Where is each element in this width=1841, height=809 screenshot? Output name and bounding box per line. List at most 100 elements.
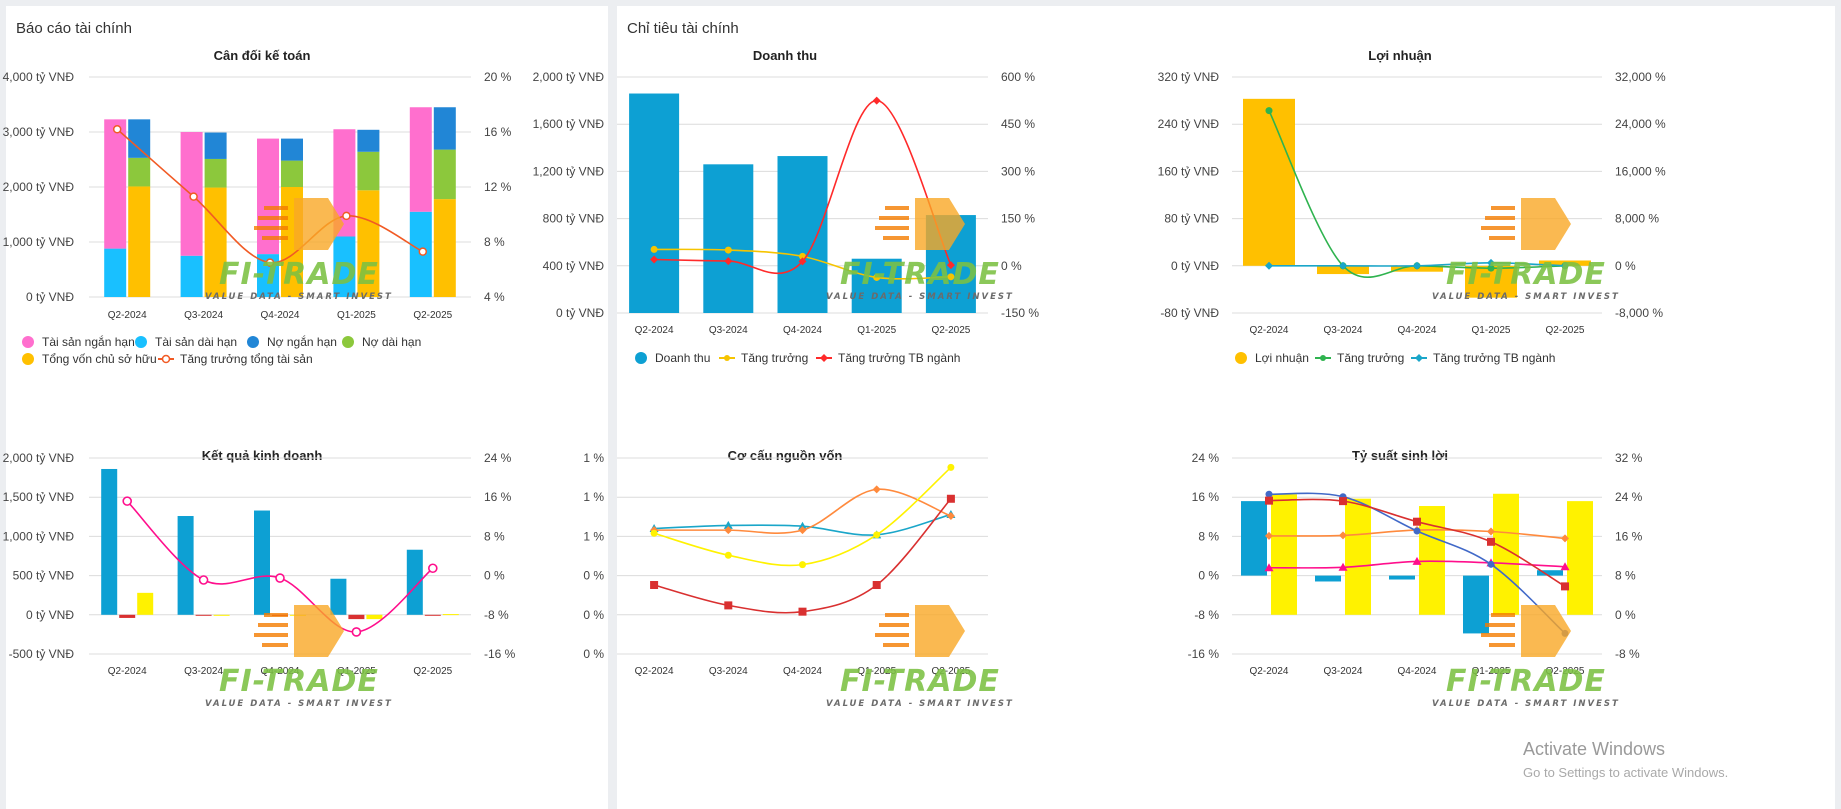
y2-axis-tick-label: 16 %: [1615, 529, 1643, 543]
activate-windows-title: Activate Windows: [1523, 739, 1666, 759]
bar: [272, 614, 288, 616]
chart-title: Cân đối kế toán: [214, 48, 311, 63]
legend-swatch: [342, 336, 354, 348]
bar: [119, 614, 136, 618]
x-axis-category-label: Q4-2024: [1398, 666, 1437, 677]
y2-axis-tick-label: -8 %: [1615, 647, 1640, 661]
y2-axis-tick-label: 0 %: [1615, 259, 1636, 273]
bar-segment: [281, 160, 303, 187]
bar-segment: [357, 151, 380, 191]
y2-axis-tick-label: 0 %: [1615, 608, 1636, 622]
y2-axis-tick-label: 600 %: [1001, 70, 1035, 84]
y-axis-tick-label: -500 tỷ VNĐ: [9, 647, 75, 661]
x-axis-category-label: Q2-2025: [1546, 325, 1585, 336]
line-point: [418, 247, 428, 256]
y-axis-tick-label: 0 %: [583, 647, 604, 661]
y-axis-tick-label: -8 %: [1194, 608, 1219, 622]
legend-label: Tăng trưởng: [741, 351, 808, 365]
bar: [777, 156, 828, 313]
bar-segment: [333, 129, 356, 237]
y-axis-tick-label: 500 tỷ VNĐ: [13, 569, 75, 583]
line-point: [1487, 264, 1495, 272]
line-series: [654, 99, 952, 274]
y-axis-tick-label: 80 tỷ VNĐ: [1164, 212, 1219, 226]
y-axis-tick-label: 1,500 tỷ VNĐ: [3, 490, 75, 504]
y2-axis-tick-label: 450 %: [1001, 117, 1035, 131]
x-axis-category-label: Q2-2024: [635, 325, 674, 336]
x-axis-category-label: Q2-2024: [108, 666, 147, 677]
y-axis-tick-label: 1,200 tỷ VNĐ: [533, 164, 605, 178]
x-axis-category-label: Q2-2025: [931, 325, 970, 336]
line-point: [872, 485, 881, 494]
line-point: [1265, 107, 1273, 115]
bar: [290, 614, 306, 616]
bar: [1567, 501, 1593, 615]
line-point: [1560, 562, 1570, 571]
legend-label: Doanh thu: [655, 351, 710, 365]
x-axis-category-label: Q2-2024: [108, 310, 147, 321]
line-point: [1265, 261, 1273, 270]
bar-segment: [433, 107, 456, 150]
y2-axis-tick-label: 8 %: [1615, 569, 1636, 583]
y-axis-tick-label: 4,000 tỷ VNĐ: [3, 70, 75, 84]
bar: [629, 93, 680, 313]
bar-segment: [257, 138, 279, 255]
y-axis-tick-label: 400 tỷ VNĐ: [543, 259, 605, 273]
y-axis-tick-label: 3,000 tỷ VNĐ: [3, 125, 75, 139]
bar-segment: [433, 199, 456, 297]
line-point: [724, 257, 733, 266]
y2-axis-tick-label: 0 %: [1001, 259, 1022, 273]
x-axis-category-label: Q4-2024: [261, 310, 300, 321]
line-point: [1487, 527, 1495, 536]
bar: [406, 549, 423, 615]
y2-axis-tick-label: 24,000 %: [1615, 117, 1666, 131]
legend-swatch: [635, 352, 647, 364]
y2-axis-tick-label: 8,000 %: [1615, 212, 1659, 226]
y2-axis-tick-label: -8,000 %: [1615, 306, 1663, 320]
y2-axis-tick-label: 0 %: [484, 569, 505, 583]
legend-marker: [820, 354, 828, 362]
y2-axis-tick-label: 16,000 %: [1615, 164, 1666, 178]
line-point: [872, 581, 881, 590]
legend-marker: [1415, 354, 1423, 362]
line-point: [342, 211, 351, 221]
y2-axis-tick-label: 32 %: [1615, 451, 1643, 465]
line-point: [198, 575, 209, 585]
y2-axis-tick-label: 12 %: [484, 180, 512, 194]
bar-segment: [204, 132, 227, 159]
y-axis-tick-label: 0 %: [583, 608, 604, 622]
y2-axis-tick-label: -16 %: [484, 647, 516, 661]
line-point: [1338, 562, 1348, 571]
bar-segment: [281, 187, 303, 297]
y-axis-tick-label: 1,000 tỷ VNĐ: [3, 235, 75, 249]
y-axis-tick-label: -16 %: [1188, 647, 1220, 661]
line-point: [122, 496, 132, 506]
line-point: [1413, 261, 1421, 270]
bar: [424, 614, 441, 616]
y2-axis-tick-label: 150 %: [1001, 212, 1035, 226]
y2-axis-tick-label: 4 %: [484, 290, 505, 304]
line-point: [650, 581, 659, 590]
bar-segment: [128, 119, 151, 158]
x-axis-category-label: Q2-2024: [1250, 666, 1289, 677]
line-point: [798, 257, 807, 266]
bar: [254, 510, 270, 615]
line-point: [1265, 531, 1273, 540]
y2-axis-tick-label: 16 %: [484, 490, 512, 504]
legend-label: Tài sản ngắn hạn: [42, 334, 135, 349]
bar: [1241, 501, 1267, 576]
x-axis-category-label: Q2-2025: [413, 666, 452, 677]
x-axis-category-label: Q4-2024: [1398, 325, 1437, 336]
financial-report-title: Báo cáo tài chính: [16, 20, 132, 37]
line-point: [947, 273, 955, 281]
line-point: [1561, 261, 1569, 270]
bar: [137, 592, 154, 615]
chart-title: Tỷ suất sinh lời: [1352, 448, 1448, 463]
x-axis-category-label: Q3-2024: [184, 310, 223, 321]
y2-axis-tick-label: 16 %: [484, 125, 512, 139]
bar-segment: [433, 149, 456, 200]
legend-label: Tăng trưởng: [1337, 351, 1404, 365]
x-axis-category-label: Q3-2024: [184, 666, 223, 677]
line-point: [112, 125, 122, 134]
y-axis-tick-label: 2,000 tỷ VNĐ: [3, 451, 75, 465]
